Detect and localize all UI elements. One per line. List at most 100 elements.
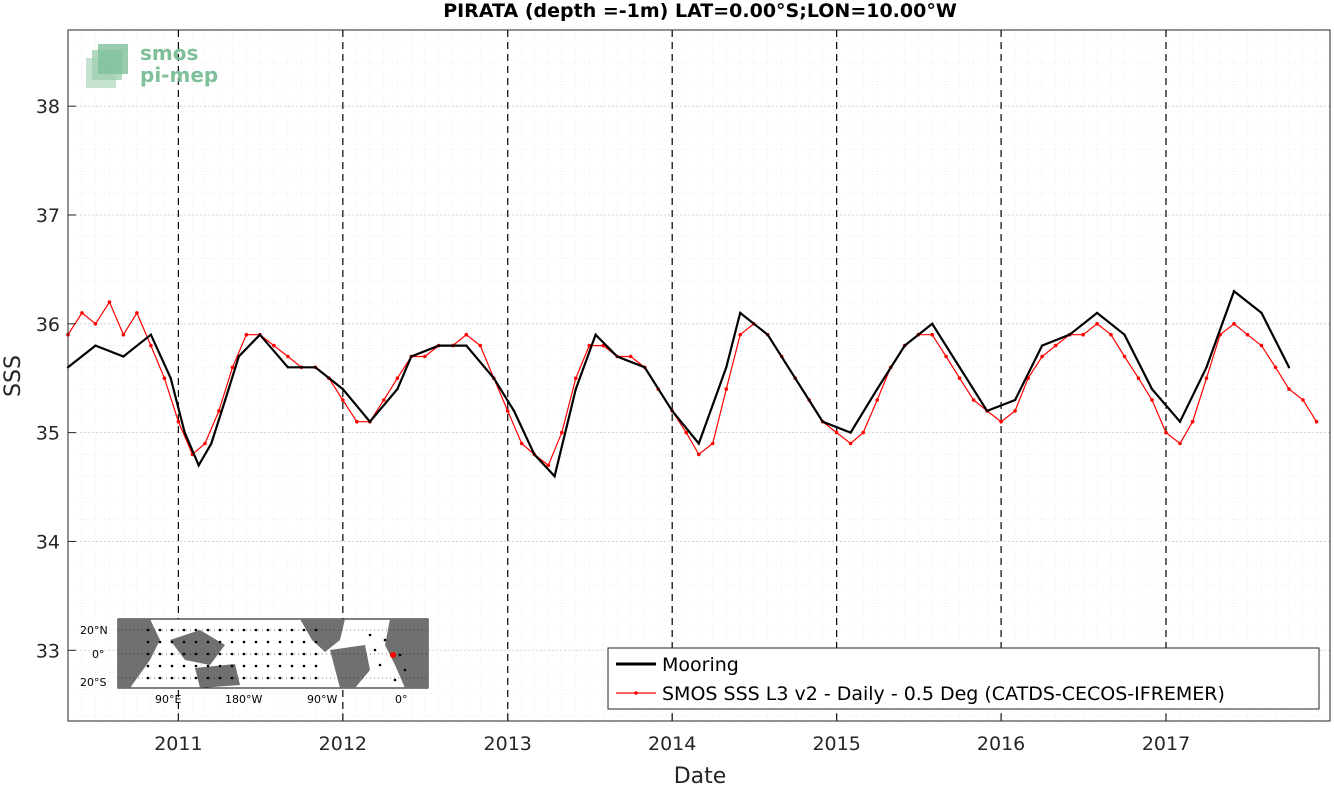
map-dot [170,628,174,632]
mooring-point [410,355,413,358]
map-dot [182,676,186,680]
mooring-point [396,387,399,391]
logo-text-smos: smos [140,41,198,65]
map-dot [206,664,210,668]
map-dot [242,640,246,644]
map-dot [230,652,234,656]
smos-point [176,419,181,424]
smos-line [67,300,1318,467]
continent-shape [330,645,370,688]
smos-point [560,430,564,435]
y-tick-label: 33 [36,640,60,662]
smos-point [1287,387,1291,391]
smos-point [1301,398,1305,402]
mooring-point [258,333,262,336]
map-dot [254,640,258,644]
smos-point [341,398,345,402]
map-dot [378,663,382,667]
map-lon-label-0: 0° [395,693,408,706]
map-dot [146,664,150,668]
mooring-point [1205,366,1208,369]
map-dot [218,664,222,668]
smos-point [505,409,510,413]
mooring-point [286,366,290,369]
smos-point [697,452,701,457]
map-dot [314,676,318,680]
map-dot [290,676,294,680]
smos-point [1164,430,1168,435]
map-dot [254,652,258,656]
smos-point [628,354,633,359]
map-dot [254,664,258,668]
mooring-point [183,431,186,434]
mooring-array-dots [146,628,407,682]
smos-point [1040,354,1044,359]
smos-point [1232,322,1236,326]
legend-marker-smos [634,691,638,695]
mooring-point [1150,387,1154,391]
smos-point [230,365,235,370]
smos-point [1190,419,1195,424]
map-dot [403,668,407,672]
smos-point [203,441,207,446]
x-tick-label: 2017 [1142,733,1190,755]
x-tick-label: 2012 [319,733,367,755]
mooring-point [821,420,824,423]
smos-point [710,441,715,446]
map-dot [206,628,210,632]
map-dot [266,664,270,668]
mooring-point [643,366,646,369]
map-dot [146,628,150,632]
smos-point [834,430,839,435]
map-dot [314,664,318,668]
x-axis-label: Date [674,764,727,786]
smos-point [684,430,688,435]
map-dot [230,628,234,632]
map-dot [170,676,174,680]
smos-point [738,332,742,337]
map-dot [314,652,318,656]
smos-point [1245,332,1250,337]
mooring-point [1178,420,1182,423]
smos-point [971,398,976,402]
mooring-point [876,387,879,391]
legend-box [607,647,1320,710]
smos-point [1013,409,1017,413]
mooring-point [314,366,317,369]
mooring-point [512,409,516,413]
smos-point [355,419,359,424]
map-dot [266,652,270,656]
y-tick-label: 35 [36,423,60,445]
mooring-point [341,387,344,391]
mooring-point [594,333,597,336]
continent-shape [300,619,345,652]
map-dot [194,664,198,668]
y-tick-label: 34 [36,531,60,553]
map-dot [373,648,377,652]
map-dot [230,664,234,668]
plot-frame [67,29,1331,722]
smos-point [121,332,126,337]
map-dot [302,652,306,656]
legend-label-mooring: Mooring [662,654,739,676]
mooring-series [66,289,1291,479]
mooring-point [794,377,797,380]
legend: Mooring SMOS SSS L3 v2 - Daily - 0.5 Deg… [607,647,1320,710]
smos-point [1109,332,1113,337]
map-dot [194,652,198,656]
mooring-point [931,322,934,325]
x-tick-label: 2013 [484,733,532,755]
map-dot [314,628,318,632]
smos-point [930,332,934,337]
smos-point [107,300,112,304]
map-dot [278,652,282,656]
map-dot [266,640,270,644]
map-dot [230,676,234,680]
map-dot [302,676,306,680]
continent-shape [385,619,428,688]
map-dot [206,640,210,644]
map-lon-label-90w: 90°W [307,693,337,706]
map-lat-label-20s: 20°S [80,676,106,689]
y-tick-label: 38 [36,96,60,118]
